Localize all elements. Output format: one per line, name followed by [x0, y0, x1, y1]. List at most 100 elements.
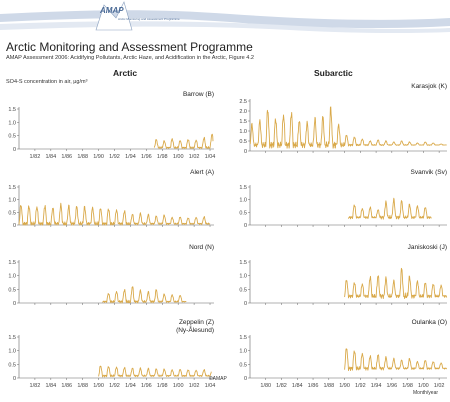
- x-tick-label: 1/96: [141, 154, 152, 160]
- y-tick-label: 1.5: [239, 335, 247, 341]
- y-tick-label: 1.5: [8, 107, 16, 113]
- x-tick-label: 1/88: [77, 154, 88, 160]
- x-tick-label: 1/86: [61, 383, 72, 389]
- chart-panel: 0 0.5 1.0 1.5 Janiskoski (J): [239, 244, 448, 307]
- x-axis-unit-label: Month/year: [413, 390, 439, 396]
- y-tick-label: 0: [13, 301, 16, 307]
- station-title: Karasjok (K): [411, 83, 447, 90]
- y-axis-title: SO4-S concentration in air, µg/m³: [6, 79, 88, 85]
- y-tick-label: 1.5: [8, 185, 16, 191]
- station-title: Nord (N): [189, 244, 214, 251]
- header-banner: AMAP Arctic Monitoring and Assessment Pr…: [0, 0, 450, 40]
- x-tick-label: 1/82: [30, 383, 41, 389]
- amap-logo: AMAP Arctic Monitoring and Assessment Pr…: [95, 1, 180, 31]
- y-tick-label: 2.0: [239, 109, 247, 115]
- page-subtitle: AMAP Assessment 2006: Acidifying Polluta…: [6, 55, 255, 61]
- x-tick-label: 1/88: [77, 383, 88, 389]
- y-tick-label: 1.0: [8, 198, 16, 204]
- y-tick-label: 0: [13, 147, 16, 153]
- x-tick-label: 1/86: [308, 383, 319, 389]
- x-tick-label: 1/90: [93, 383, 104, 389]
- y-tick-label: 1.0: [239, 198, 247, 204]
- x-tick-label: 1/84: [45, 154, 56, 160]
- y-tick-label: 1.5: [8, 260, 16, 266]
- y-tick-label: 0.5: [239, 139, 247, 145]
- page-title: Arctic Monitoring and Assessment Program…: [6, 40, 253, 54]
- y-tick-label: 0: [13, 223, 16, 229]
- x-tick-label: 1/88: [323, 383, 334, 389]
- chart-panel: 0 0.5 1.0 1.5 Svanvik (Sv): [239, 169, 447, 229]
- y-tick-label: 1.5: [239, 260, 247, 266]
- station-title: Alert (A): [190, 169, 214, 176]
- x-tick-label: 1/00: [173, 383, 184, 389]
- station-title: Janiskoski (J): [408, 244, 447, 251]
- logo-tagline: Arctic Monitoring and Assessment Program…: [118, 17, 180, 21]
- x-tick-label: 1/98: [402, 383, 413, 389]
- x-tick-label: 1/98: [157, 154, 168, 160]
- chart-panel: 0 0.5 1.0 1.5 Alert (A): [8, 169, 214, 229]
- series-line: [249, 106, 447, 149]
- x-tick-label: 1/96: [141, 383, 152, 389]
- y-tick-label: 1.0: [239, 129, 247, 135]
- station-title: Oulanka (O): [412, 319, 447, 326]
- series-line: [348, 197, 432, 220]
- x-tick-label: 1/82: [30, 154, 41, 160]
- y-tick-label: 0.5: [239, 362, 247, 368]
- y-tick-label: 2.5: [239, 99, 247, 105]
- y-tick-label: 0.5: [239, 287, 247, 293]
- y-tick-label: 0.5: [8, 362, 16, 368]
- x-tick-label: 1/80: [260, 383, 271, 389]
- y-tick-label: 0: [244, 149, 247, 155]
- chart-panel: 0 0.5 1.0 1.5 1/82 1/84 1/86 1/88 1/90 1/92 1/94 1/…: [8, 319, 215, 389]
- x-tick-label: 1/86: [61, 154, 72, 160]
- y-tick-label: 1.0: [239, 349, 247, 355]
- x-tick-label: 1/02: [189, 154, 200, 160]
- y-tick-label: 0: [244, 301, 247, 307]
- x-tick-label: 1/02: [434, 383, 445, 389]
- x-tick-label: 1/84: [45, 383, 56, 389]
- amap-credit: ©AMAP: [209, 376, 227, 382]
- chart-panel: 0 0.5 1.0 1.5 2.0 2.5 Karasjok (K): [239, 83, 447, 155]
- x-tick-label: 1/82: [276, 383, 287, 389]
- y-tick-label: 1.0: [8, 274, 16, 280]
- y-tick-label: 1.0: [8, 120, 16, 126]
- y-tick-label: 0.5: [8, 134, 16, 140]
- chart-panel: 0 0.5 1.0 1.5 1/82 1/84 1/86 1/88 1/90 1/92 1/94 1/…: [8, 91, 215, 160]
- column-heading-subarctic: Subarctic: [314, 68, 353, 78]
- series-line: [344, 348, 448, 372]
- y-tick-label: 1.0: [8, 349, 16, 355]
- logo-text: AMAP: [99, 6, 124, 15]
- y-tick-label: 1.5: [8, 335, 16, 341]
- y-tick-label: 0.5: [8, 287, 16, 293]
- x-tick-label: 1/94: [125, 383, 136, 389]
- station-title: Svanvik (Sv): [411, 169, 447, 176]
- x-tick-label: 1/92: [109, 154, 120, 160]
- x-tick-label: 1/90: [339, 383, 350, 389]
- x-tick-label: 1/04: [205, 154, 216, 160]
- x-tick-label: 1/00: [173, 154, 184, 160]
- x-tick-label: 1/90: [93, 154, 104, 160]
- x-tick-label: 1/94: [125, 154, 136, 160]
- x-tick-label: 1/92: [109, 383, 120, 389]
- x-tick-label: 1/00: [418, 383, 429, 389]
- station-title: Barrow (B): [183, 91, 214, 98]
- y-tick-label: 1.5: [239, 119, 247, 125]
- series-line: [153, 133, 214, 150]
- x-tick-label: 1/04: [205, 383, 216, 389]
- y-tick-label: 0.5: [239, 210, 247, 216]
- chart-panel: 0 0.5 1.0 1.5 Nord (N): [8, 244, 214, 307]
- x-tick-label: 1/94: [371, 383, 382, 389]
- x-tick-label: 1/84: [292, 383, 303, 389]
- y-tick-label: 0: [13, 376, 16, 382]
- column-heading-arctic: Arctic: [113, 68, 138, 78]
- x-tick-label: 1/02: [189, 383, 200, 389]
- series-line: [18, 202, 211, 226]
- series-line: [102, 286, 187, 304]
- x-tick-label: 1/96: [386, 383, 397, 389]
- series-line: [344, 267, 448, 300]
- y-tick-label: 1.5: [239, 185, 247, 191]
- x-tick-label: 1/98: [157, 383, 168, 389]
- y-tick-label: 0: [244, 223, 247, 229]
- y-tick-label: 0.5: [8, 210, 16, 216]
